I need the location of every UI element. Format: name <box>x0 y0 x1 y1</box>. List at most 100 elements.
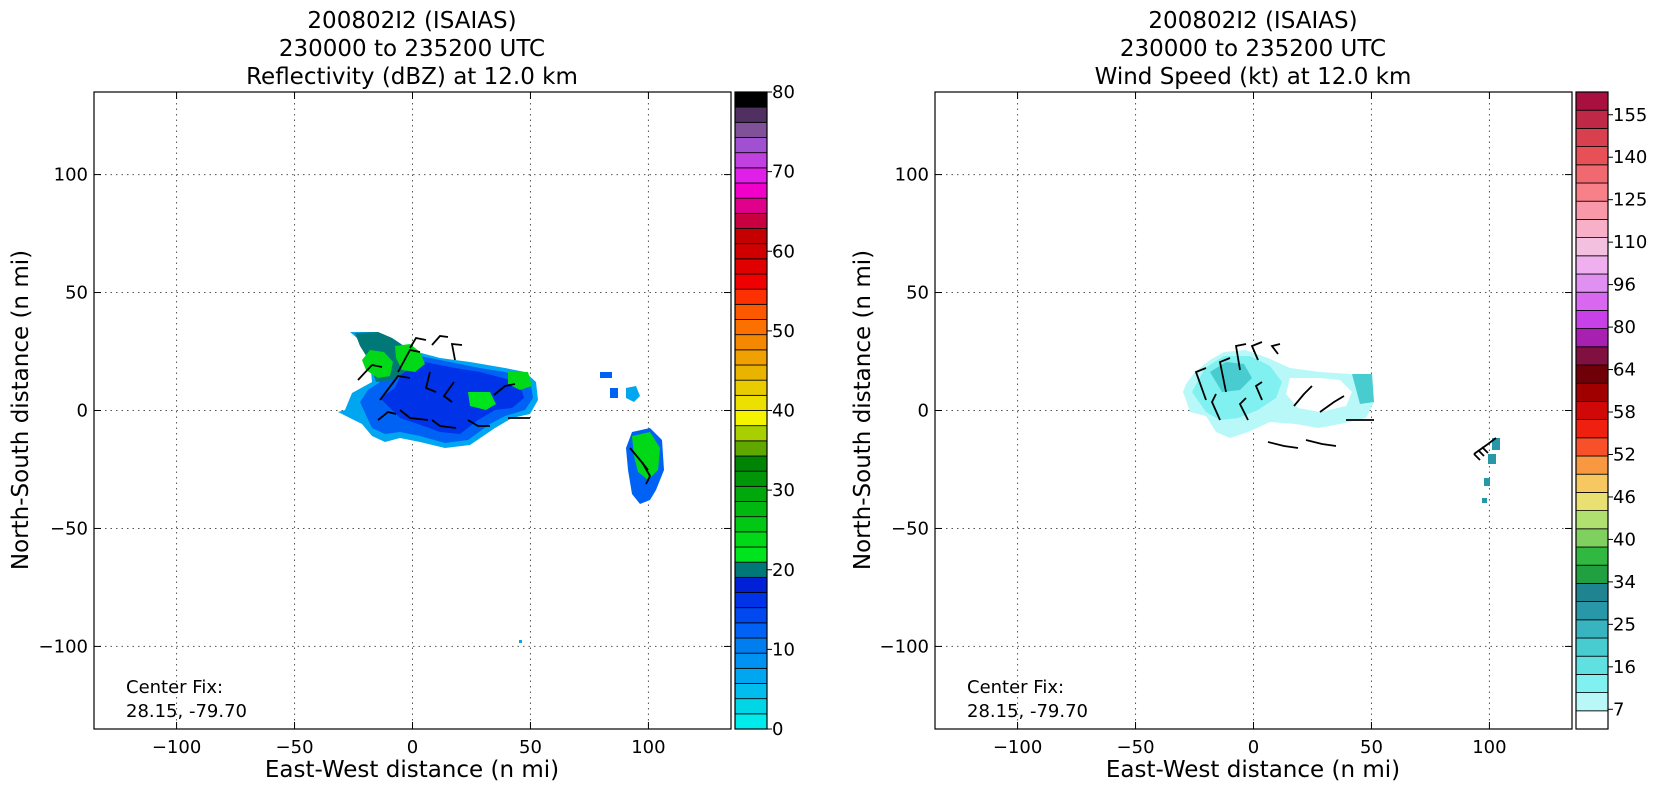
wind-cell-2 <box>1488 454 1496 464</box>
colorbar-swatch <box>1575 510 1609 530</box>
wind-barb <box>424 371 437 393</box>
colorbar-swatch <box>1575 346 1609 366</box>
colorbar-swatch <box>734 425 768 442</box>
colorbar-swatch <box>734 470 768 487</box>
echo-speck-2 <box>610 388 618 398</box>
y-tick-label: −50 <box>50 518 88 539</box>
colorbar: 0 10 20 30 40 50 60 70 80 <box>734 82 795 740</box>
colorbar-swatch <box>1575 437 1609 457</box>
colorbar-swatch <box>1575 710 1609 730</box>
colorbar-swatch <box>734 410 768 427</box>
wind-barb <box>431 419 457 429</box>
y-tick-label: −100 <box>39 636 88 657</box>
wind-barb <box>357 364 383 381</box>
colorbar-swatch <box>1575 655 1609 675</box>
colorbar: 7 16 25 34 40 46 52 58 64 80 96 110 125 140 155 <box>1575 91 1647 730</box>
colorbar-swatch <box>1575 255 1609 275</box>
wind-barb <box>1250 341 1263 361</box>
colorbar-swatch <box>1575 400 1609 420</box>
colorbar-swatch <box>734 698 768 715</box>
wind-barbs <box>357 335 652 485</box>
wind-cell-1 <box>1492 438 1500 450</box>
colorbar-swatch <box>734 667 768 684</box>
wind-barb <box>1305 439 1337 447</box>
colorbar-swatch <box>734 121 768 138</box>
colorbar-tick-label: 34 <box>1613 572 1636 593</box>
colorbar-swatch <box>1575 692 1609 712</box>
colorbar-tick-label: 96 <box>1613 275 1636 296</box>
x-tick-label: 0 <box>407 737 418 758</box>
y-tick-label: 100 <box>895 165 929 186</box>
colorbar-swatch <box>1575 637 1609 657</box>
colorbar-tick-label: 30 <box>772 480 795 501</box>
x-tick-label: −50 <box>276 737 314 758</box>
echo-green-3 <box>508 372 532 390</box>
wind-barb <box>1194 367 1207 401</box>
x-tick-label: 100 <box>631 737 665 758</box>
colorbar-swatch <box>1575 546 1609 566</box>
x-tick-label: −100 <box>993 737 1042 758</box>
colorbar-tick-label: 16 <box>1613 657 1636 678</box>
colorbar-swatch <box>1575 364 1609 384</box>
colorbar-swatch <box>734 167 768 184</box>
colorbar-swatch <box>734 637 768 654</box>
colorbar-tick-label: 80 <box>772 82 795 103</box>
wind-barb <box>377 411 397 421</box>
colorbar-swatch <box>734 258 768 275</box>
wind-barb <box>399 409 429 421</box>
wind-cell-3 <box>1484 478 1490 486</box>
colorbar-tick-label: 58 <box>1613 402 1636 423</box>
colorbar-tick-label: 50 <box>772 321 795 342</box>
colorbar-swatch <box>734 273 768 290</box>
wind-cell-4 <box>1482 498 1487 503</box>
colorbar-swatch <box>734 576 768 593</box>
wind-barb <box>431 335 449 346</box>
wind-barb <box>442 381 455 403</box>
wind-white-core <box>1286 378 1352 412</box>
y-tick-label: −50 <box>891 518 929 539</box>
colorbar-tick-label: 7 <box>1613 699 1624 720</box>
center-fix-value: 28.15, -79.70 <box>126 701 247 722</box>
colorbar-swatch <box>1575 109 1609 129</box>
chart-title-line-3: Reflectivity (dBZ) at 12.0 km <box>246 64 578 90</box>
colorbar-tick-label: 110 <box>1613 232 1647 253</box>
colorbar-swatch <box>734 501 768 518</box>
colorbar-swatch <box>1575 564 1609 584</box>
echo-field <box>338 332 664 643</box>
colorbar-swatch <box>734 379 768 396</box>
colorbar-tick-label: 70 <box>772 162 795 183</box>
y-ticks: −100 −50 0 50 100 <box>39 165 731 657</box>
wind-barb <box>493 383 516 396</box>
colorbar-swatch <box>734 243 768 260</box>
chart-title-line-2: 230000 to 235200 UTC <box>1120 36 1386 62</box>
colorbar-swatch <box>734 364 768 381</box>
colorbar-swatch <box>734 455 768 472</box>
colorbar-swatch <box>734 212 768 229</box>
y-tick-label: 100 <box>54 165 88 186</box>
colorbar-swatch <box>734 228 768 245</box>
colorbar-tick-label: 10 <box>772 639 795 660</box>
colorbar-swatch <box>734 561 768 578</box>
colorbar-swatch <box>1575 91 1609 111</box>
wind-inner-cyan <box>1210 362 1252 392</box>
colorbar-swatch <box>1575 528 1609 548</box>
chart-title-line-1: 200802I2 (ISAIAS) <box>1148 8 1357 34</box>
colorbar-swatch <box>734 683 768 700</box>
colorbar-swatch <box>1575 237 1609 257</box>
echo-east-green <box>632 432 660 480</box>
colorbar-swatch <box>734 319 768 336</box>
y-tick-label: 0 <box>918 401 929 422</box>
colorbar-swatch <box>1575 619 1609 639</box>
echo-dark-blue <box>380 362 524 434</box>
colorbar-swatch <box>1575 491 1609 511</box>
colorbar-swatch <box>734 516 768 533</box>
x-tick-label: 100 <box>1472 737 1506 758</box>
colorbar-tick-label: 125 <box>1613 190 1647 211</box>
colorbar-swatch <box>1575 164 1609 184</box>
wind-barb <box>1254 381 1263 401</box>
colorbar-swatch <box>1575 291 1609 311</box>
colorbar-tick-label: 20 <box>772 560 795 581</box>
colorbar-swatch <box>734 303 768 320</box>
colorbar-swatch <box>1575 309 1609 329</box>
